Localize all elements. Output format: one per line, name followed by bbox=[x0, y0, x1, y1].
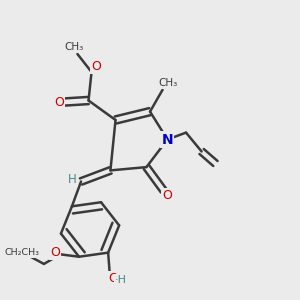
Text: O: O bbox=[108, 272, 118, 285]
Text: O: O bbox=[162, 189, 172, 203]
Text: CH₂CH₃: CH₂CH₃ bbox=[4, 248, 39, 257]
Text: H: H bbox=[68, 173, 77, 187]
Text: O: O bbox=[50, 246, 60, 259]
Text: O: O bbox=[54, 95, 64, 109]
Text: ·H: ·H bbox=[115, 274, 127, 285]
Text: CH₃: CH₃ bbox=[158, 78, 177, 88]
Text: CH₃: CH₃ bbox=[64, 42, 83, 52]
Text: N: N bbox=[162, 133, 173, 146]
Text: O: O bbox=[92, 60, 101, 73]
